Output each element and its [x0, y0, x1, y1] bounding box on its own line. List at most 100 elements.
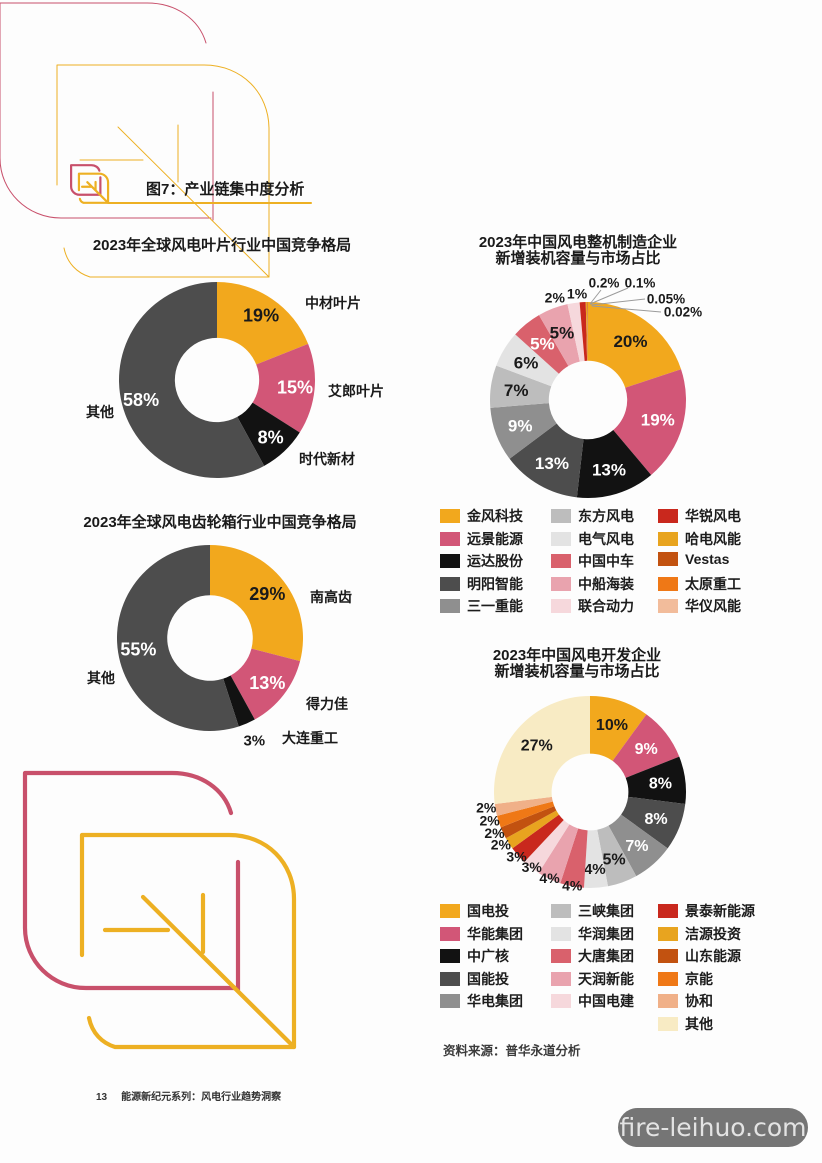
legend-swatch — [551, 971, 571, 986]
callout-leader-line — [591, 305, 662, 313]
legend-swatch — [658, 971, 678, 986]
chart-title-oem-line2: 新增装机容量与市场占比 — [495, 249, 661, 267]
segment-value-label: 19% — [243, 305, 279, 325]
segment-value-label: 13% — [592, 460, 626, 479]
legend-label: 协和 — [685, 993, 713, 1009]
donut-segment-3-12 — [500, 806, 557, 839]
legend-label: 景泰新能源 — [685, 903, 755, 919]
segment-value-label: 8% — [258, 427, 284, 447]
legend-swatch — [551, 904, 571, 918]
segment-name-label: 其他 — [87, 670, 115, 686]
legend-label: 华能集团 — [467, 925, 523, 942]
legend-item: 协和 — [658, 991, 713, 1011]
segment-value-label: 20% — [613, 332, 647, 351]
donut-segment-2-2 — [223, 675, 255, 727]
legend-label: 哈电风能 — [685, 530, 741, 547]
legend-swatch — [551, 949, 571, 963]
legend-item: 天润新能 — [551, 969, 634, 989]
legend-label: 华仪风能 — [685, 598, 741, 614]
chart-title-developers-line2: 新增装机容量与市场占比 — [494, 662, 660, 680]
segment-name-label: 艾郎叶片 — [328, 383, 384, 399]
segment-value-label: 3% — [506, 849, 527, 865]
legend-label: 洁源投资 — [685, 925, 741, 942]
legend-item: 山东能源 — [658, 946, 741, 966]
segment-value-label: 8% — [649, 776, 672, 793]
legend-developers: 国电投华能集团中广核国能投 华电集团 三峡集团华润集团大唐集团天润新能中国电建 景泰新… — [440, 901, 812, 1041]
legend-label: 国电投 — [467, 903, 509, 919]
donut-segment-2-0 — [210, 545, 303, 662]
segment-value-label: 3% — [522, 859, 543, 875]
legend-swatch — [440, 531, 460, 546]
legend-swatch — [551, 531, 571, 546]
segment-name-label: 大连重工 — [282, 730, 338, 746]
legend-label: 大唐集团 — [578, 948, 634, 964]
callout-label: 0.02% — [664, 305, 702, 320]
segment-value-label: 5% — [530, 335, 555, 354]
legend-swatch — [440, 599, 460, 613]
legend-label: 电气风电 — [578, 530, 634, 547]
segment-value-label: 4% — [584, 861, 606, 878]
figure-logo-icon — [71, 165, 109, 203]
legend-swatch — [658, 1016, 678, 1031]
legend-item: 金风科技 — [440, 506, 523, 526]
donut-segment-1-6 — [496, 334, 559, 387]
donut-segment-2-3 — [116, 545, 239, 731]
legend-label: 明阳智能 — [467, 575, 523, 592]
page-number: 13 — [96, 1092, 108, 1103]
legend-swatch — [658, 552, 678, 566]
donut-segment-1-0 — [588, 302, 682, 388]
page-footer: 13 能源新纪元系列：风电行业趋势洞察 — [96, 1088, 281, 1103]
donut-segment-2-1 — [230, 648, 301, 720]
donut-segment-1-10 — [579, 302, 588, 361]
chart-title-developers-line1: 2023年中国风电开发企业 — [492, 647, 662, 664]
donut-segment-3-8 — [538, 824, 579, 884]
donut-segment-1-5 — [490, 365, 552, 408]
legend-swatch — [658, 531, 678, 546]
donut-segment-3-15 — [494, 696, 590, 805]
donut-segment-3-6 — [583, 829, 608, 889]
donut-segment-1-11 — [585, 302, 588, 361]
legend-label: 三峡集团 — [578, 903, 634, 919]
legend-label: 中国电建 — [578, 993, 634, 1009]
legend-item: 电气风电 — [551, 529, 634, 549]
legend-label: 运达股份 — [467, 553, 523, 569]
legend-item: 中广核 — [440, 946, 509, 966]
legend-swatch — [658, 509, 678, 523]
figure-label: 图7：产业链集中度分析 — [146, 181, 305, 198]
legend-swatch — [658, 904, 678, 918]
segment-value-label: 6% — [514, 353, 539, 372]
chart-title-blade: 2023年全球风电叶片行业中国竞争格局 — [92, 237, 352, 254]
donut-segment-1-9 — [567, 302, 585, 362]
legend-item: 太原重工 — [658, 574, 741, 594]
donut-chart-oem: 20%19%13%13%9%7%6%5%5%2% 1%0.2% 0.1%0.05%0… — [490, 276, 702, 498]
legend-item: 华电集团 — [440, 991, 523, 1011]
donut-chart-developers: 10%9%8%8%7%5%4%4%4%3%3%2%2%2%2%27% — [476, 696, 686, 893]
segment-value-label: 2% — [476, 800, 497, 816]
segment-value-label: 7% — [625, 838, 648, 855]
legend-swatch — [658, 994, 678, 1008]
legend-label: 华润集团 — [578, 925, 634, 942]
segment-value-label: 19% — [641, 411, 675, 430]
legend-swatch — [551, 554, 571, 568]
legend-label: 其他 — [685, 1015, 713, 1032]
donut-segment-3-1 — [612, 714, 680, 778]
legend-item: 华仪风能 — [658, 596, 741, 616]
legend-swatch — [440, 971, 460, 986]
segment-name-label: 时代新材 — [299, 451, 355, 467]
legend-swatch — [551, 926, 571, 941]
legend-item: 中国中车 — [551, 551, 634, 571]
brand-leaf-logo — [24, 772, 295, 1048]
segment-value-label: 3% — [243, 733, 265, 750]
legend-label: Vestas — [685, 551, 730, 567]
legend-item: 华锐风电 — [658, 506, 741, 526]
segment-value-label: 8% — [644, 811, 667, 828]
donut-segment-1-1 — [613, 369, 686, 475]
legend-swatch — [551, 994, 571, 1008]
chart-title-gearbox: 2023年全球风电齿轮箱行业中国竞争格局 — [83, 514, 357, 531]
legend-item: 国能投 — [440, 969, 509, 989]
legend-item: 远景能源 — [440, 529, 523, 549]
legend-item: 其他 — [658, 1014, 713, 1034]
donut-segment-3-3 — [621, 796, 686, 849]
legend-label: 中广核 — [467, 948, 509, 964]
callout-label: 0.2% — [589, 276, 620, 291]
